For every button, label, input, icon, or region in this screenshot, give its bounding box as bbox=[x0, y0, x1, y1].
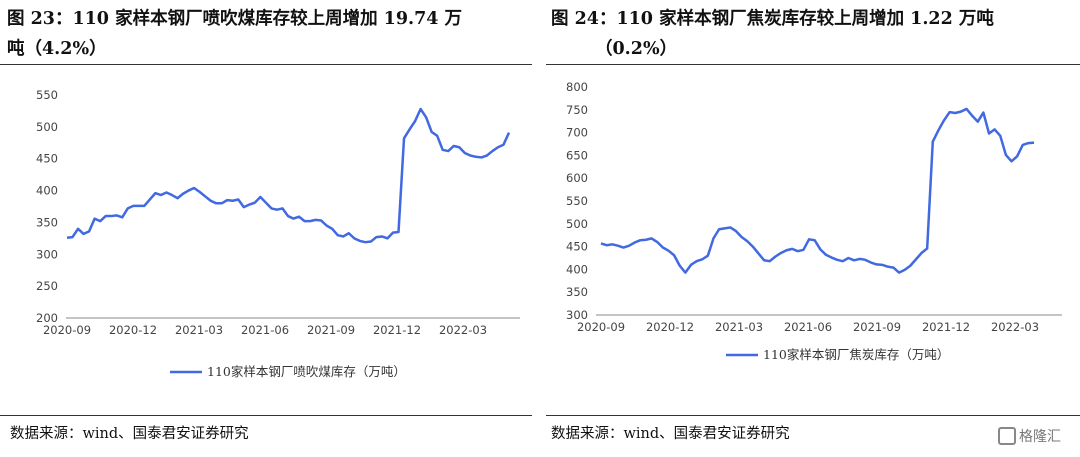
x-tick-label: 2020-09 bbox=[577, 320, 625, 334]
figure-23-bottom-rule bbox=[0, 415, 532, 416]
series-line bbox=[66, 107, 511, 244]
y-tick-label: 350 bbox=[566, 285, 588, 299]
y-tick-label: 400 bbox=[36, 184, 58, 198]
y-tick-label: 500 bbox=[566, 217, 588, 231]
figure-23-top-rule bbox=[0, 64, 532, 65]
series-line bbox=[600, 107, 1035, 274]
figure-24-title-line1: 图 24：110 家样本钢厂焦炭库存较上周增加 1.22 万吨 bbox=[551, 9, 994, 29]
y-tick-label: 700 bbox=[566, 126, 588, 140]
y-tick-label: 500 bbox=[36, 120, 58, 134]
y-tick-label: 400 bbox=[566, 262, 588, 276]
y-tick-label: 550 bbox=[36, 88, 58, 102]
figure-23-title-line1: 图 23：110 家样本钢厂喷吹煤库存较上周增加 19.74 万 bbox=[7, 9, 463, 29]
x-tick-label: 2021-09 bbox=[853, 320, 901, 334]
x-tick-label: 2020-09 bbox=[43, 323, 91, 337]
x-tick-label: 2020-12 bbox=[109, 323, 157, 337]
y-tick-label: 450 bbox=[36, 152, 58, 166]
figure-24-source: 数据来源：wind、国泰君安证券研究 bbox=[551, 426, 790, 442]
y-tick-label: 350 bbox=[36, 215, 58, 229]
figure-24-top-rule bbox=[546, 64, 1080, 65]
x-tick-label: 2022-03 bbox=[439, 323, 487, 337]
y-tick-label: 800 bbox=[566, 80, 588, 94]
y-tick-label: 200 bbox=[36, 311, 58, 325]
watermark-icon bbox=[998, 427, 1016, 445]
figure-24-bottom-rule bbox=[546, 415, 1080, 416]
legend-label: 110家样本钢厂焦炭库存（万吨） bbox=[763, 347, 949, 362]
y-tick-label: 450 bbox=[566, 240, 588, 254]
figure-23-title: 图 23：110 家样本钢厂喷吹煤库存较上周增加 19.74 万 吨（4.2%） bbox=[7, 4, 527, 64]
x-tick-label: 2021-09 bbox=[307, 323, 355, 337]
x-tick-label: 2021-06 bbox=[784, 320, 832, 334]
x-tick-label: 2022-03 bbox=[991, 320, 1039, 334]
coal-inventory-line-chart: 200 250 300 350 400 450 500 550 2020-09 2020-12 20… bbox=[36, 88, 520, 379]
figure-23-title-line2: 吨（4.2%） bbox=[7, 39, 107, 59]
x-tick-label: 2021-12 bbox=[373, 323, 421, 337]
x-tick-label: 2021-12 bbox=[922, 320, 970, 334]
figure-23-source: 数据来源：wind、国泰君安证券研究 bbox=[10, 426, 249, 442]
figure-24-chart: 300 350 400 450 500 550 600 650 700 750 800 2020-09… bbox=[540, 0, 1080, 410]
y-tick-label: 550 bbox=[566, 194, 588, 208]
x-tick-label: 2020-12 bbox=[646, 320, 694, 334]
y-tick-label: 650 bbox=[566, 148, 588, 162]
y-tick-label: 300 bbox=[566, 308, 588, 322]
watermark-text: 格隆汇 bbox=[1019, 429, 1061, 445]
y-tick-label: 600 bbox=[566, 171, 588, 185]
figure-24-title: 图 24：110 家样本钢厂焦炭库存较上周增加 1.22 万吨 （0.2%） bbox=[551, 4, 1071, 64]
watermark-logo: 格隆汇 bbox=[998, 426, 1076, 448]
x-tick-label: 2021-06 bbox=[241, 323, 289, 337]
y-tick-label: 300 bbox=[36, 247, 58, 261]
coke-inventory-line-chart: 300 350 400 450 500 550 600 650 700 750 800 2020-09… bbox=[566, 80, 1062, 362]
x-tick-label: 2021-03 bbox=[175, 323, 223, 337]
y-tick-label: 250 bbox=[36, 279, 58, 293]
figure-23-chart: 200 250 300 350 400 450 500 550 2020-09 2020-12 20… bbox=[0, 0, 540, 410]
y-tick-label: 750 bbox=[566, 103, 588, 117]
x-tick-label: 2021-03 bbox=[715, 320, 763, 334]
figure-24-title-line2: （0.2%） bbox=[595, 39, 678, 59]
legend-label: 110家样本钢厂喷吹煤库存（万吨） bbox=[207, 364, 406, 379]
